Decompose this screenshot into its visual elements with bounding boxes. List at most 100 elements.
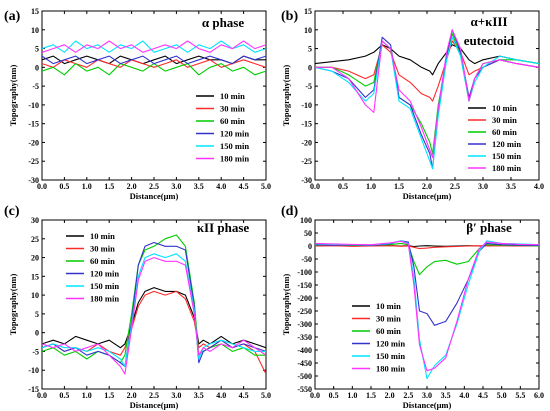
y-tick-label: -5 xyxy=(305,82,312,91)
x-tick-label: 3.0 xyxy=(478,182,488,191)
series-line xyxy=(42,40,266,53)
chart-panel: 0.0 0.5 1.0 1.5 2.0 2.5 3.0 3.5 4.0 4.5 5.0 -30 -25 -… xyxy=(4,7,271,201)
legend-label: 60 min xyxy=(220,116,245,126)
y-tick-label: -10 xyxy=(28,366,39,375)
chart-title: α phase xyxy=(202,15,245,30)
legend-label: 60 min xyxy=(90,256,115,266)
x-tick-label: 4.0 xyxy=(534,182,544,191)
legend-label: 120 min xyxy=(376,339,405,349)
x-tick-label: 1.5 xyxy=(104,391,114,400)
series-line xyxy=(42,253,266,368)
series-line xyxy=(315,36,539,170)
series-group xyxy=(42,40,266,76)
chart-panel: 0.0 0.5 1.0 1.5 2.0 2.5 3.0 3.5 4.0 -30 -25 -20 -15 -… xyxy=(281,7,544,201)
x-tick-label: 5.5 xyxy=(515,391,525,400)
legend-label: 150 min xyxy=(376,351,405,361)
legend-label: 120 min xyxy=(492,139,521,149)
x-tick-label: 4.0 xyxy=(216,182,226,191)
x-axis-label: Distance(μm) xyxy=(403,400,452,410)
y-tick-label: 10 xyxy=(304,26,312,35)
chart-title: β′ phase xyxy=(466,220,512,235)
x-tick-label: 4.0 xyxy=(216,391,226,400)
y-tick-label: -350 xyxy=(297,333,312,342)
y-tick-label: 10 xyxy=(31,26,39,35)
series-line xyxy=(315,29,539,159)
x-tick-label: 2.5 xyxy=(403,391,413,400)
y-axis-label: Topography(nm) xyxy=(8,65,18,127)
y-tick-label: 0 xyxy=(308,242,312,251)
y-axis-label: Topography(nm) xyxy=(281,65,291,127)
x-tick-label: 0.5 xyxy=(338,182,348,191)
y-tick-label: 5 xyxy=(308,45,312,54)
series-line xyxy=(315,44,539,76)
chart-title-line2: eutectoid xyxy=(464,33,515,48)
y-axis-label: Topography(nm) xyxy=(8,274,18,336)
y-tick-label: -450 xyxy=(297,359,312,368)
series-line xyxy=(42,257,266,375)
legend: 10 min 30 min 60 min 120 min 150 min 180 min xyxy=(468,103,521,173)
y-tick-label: -250 xyxy=(297,307,312,316)
x-tick-label: 3.5 xyxy=(441,391,451,400)
x-tick-label: 3.5 xyxy=(506,182,516,191)
x-tick-label: 0.5 xyxy=(59,391,69,400)
x-tick-label: 2.0 xyxy=(385,391,395,400)
y-tick-label: -5 xyxy=(32,347,39,356)
y-tick-label: -15 xyxy=(28,385,39,394)
x-tick-label: 4.5 xyxy=(239,182,249,191)
legend: 10 min 30 min 60 min 120 min 150 min 180 min xyxy=(196,91,249,164)
x-tick-label: 2.5 xyxy=(149,391,159,400)
legend-label: 10 min xyxy=(492,103,517,113)
y-tick-label: -25 xyxy=(301,157,312,166)
y-tick-label: -5 xyxy=(32,82,39,91)
x-tick-label: 0.5 xyxy=(329,391,339,400)
series-line xyxy=(315,240,539,380)
y-tick-label: -50 xyxy=(301,255,312,264)
x-tick-label: 5.0 xyxy=(261,391,271,400)
x-axis-label: Distance(μm) xyxy=(130,400,179,410)
legend-label: 30 min xyxy=(492,115,517,125)
y-tick-label: -150 xyxy=(297,281,312,290)
x-tick-label: 5.0 xyxy=(261,182,271,191)
y-tick-label: 5 xyxy=(35,45,39,54)
series-line xyxy=(42,55,266,65)
y-tick-label: -30 xyxy=(301,176,312,185)
y-tick-label: -400 xyxy=(297,346,312,355)
legend-label: 10 min xyxy=(220,91,245,101)
x-tick-label: 3.5 xyxy=(194,391,204,400)
legend-label: 60 min xyxy=(376,326,401,336)
legend-label: 180 min xyxy=(220,154,249,164)
y-tick-label: -15 xyxy=(301,120,312,129)
series-line xyxy=(315,240,539,326)
x-axis-label: Distance(μm) xyxy=(130,191,179,201)
panel-label: (d) xyxy=(281,204,298,219)
y-axis-label: Topography(nm) xyxy=(281,274,291,336)
y-tick-label: -10 xyxy=(301,101,312,110)
legend-label: 10 min xyxy=(376,301,401,311)
x-tick-label: 0.0 xyxy=(310,391,320,400)
series-line xyxy=(315,240,539,372)
x-tick-label: 1.0 xyxy=(366,182,376,191)
panel-label: (c) xyxy=(4,204,20,219)
x-tick-label: 0.5 xyxy=(59,182,69,191)
y-tick-label: 0 xyxy=(35,329,39,338)
y-tick-label: -15 xyxy=(28,120,39,129)
x-tick-label: 4.0 xyxy=(459,391,469,400)
x-axis-label: Distance(μm) xyxy=(403,191,452,201)
x-tick-label: 3.0 xyxy=(422,391,432,400)
legend: 10 min 30 min 60 min 120 min 150 min 180 min xyxy=(352,301,405,374)
legend-label: 10 min xyxy=(90,231,115,241)
series-line xyxy=(42,290,266,375)
x-tick-label: 1.5 xyxy=(104,182,114,191)
panel-label: (a) xyxy=(4,9,21,24)
chart-title: κII phase xyxy=(197,220,250,235)
x-tick-label: 1.0 xyxy=(347,391,357,400)
y-tick-label: -30 xyxy=(28,176,39,185)
legend: 10 min 30 min 60 min 120 min 150 min 180 min xyxy=(66,231,119,304)
x-tick-label: 0.0 xyxy=(37,391,47,400)
y-tick-label: 0 xyxy=(308,63,312,72)
y-tick-label: 100 xyxy=(300,216,312,225)
x-tick-label: 1.5 xyxy=(394,182,404,191)
y-tick-label: -100 xyxy=(297,268,312,277)
series-line xyxy=(42,40,266,53)
y-tick-label: 30 xyxy=(31,216,39,225)
